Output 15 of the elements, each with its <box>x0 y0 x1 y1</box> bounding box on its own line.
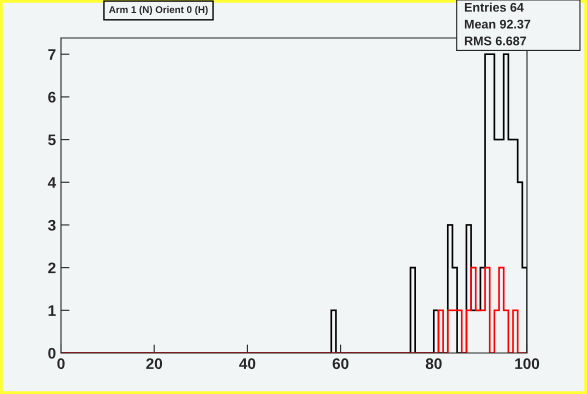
y-tick-label: 4 <box>48 177 56 188</box>
y-tick-label: 3 <box>48 220 56 231</box>
x-tick-label: 60 <box>332 358 348 370</box>
chart-title: Arm 1 (N) Orient 0 (H) <box>109 6 208 15</box>
x-tick-label: 20 <box>146 358 162 370</box>
x-tick-label: 100 <box>515 358 540 370</box>
y-tick-label: 5 <box>48 134 56 146</box>
x-tick-label: 0 <box>57 358 65 370</box>
y-tick-label: 1 <box>48 305 56 316</box>
x-tick-label: 80 <box>426 358 442 370</box>
y-tick-label: 7 <box>48 49 56 60</box>
y-tick-label: 2 <box>48 262 56 274</box>
x-tick-label: 40 <box>239 358 256 370</box>
y-tick-label: 0 <box>48 348 56 359</box>
y-tick-label: 6 <box>48 92 56 103</box>
